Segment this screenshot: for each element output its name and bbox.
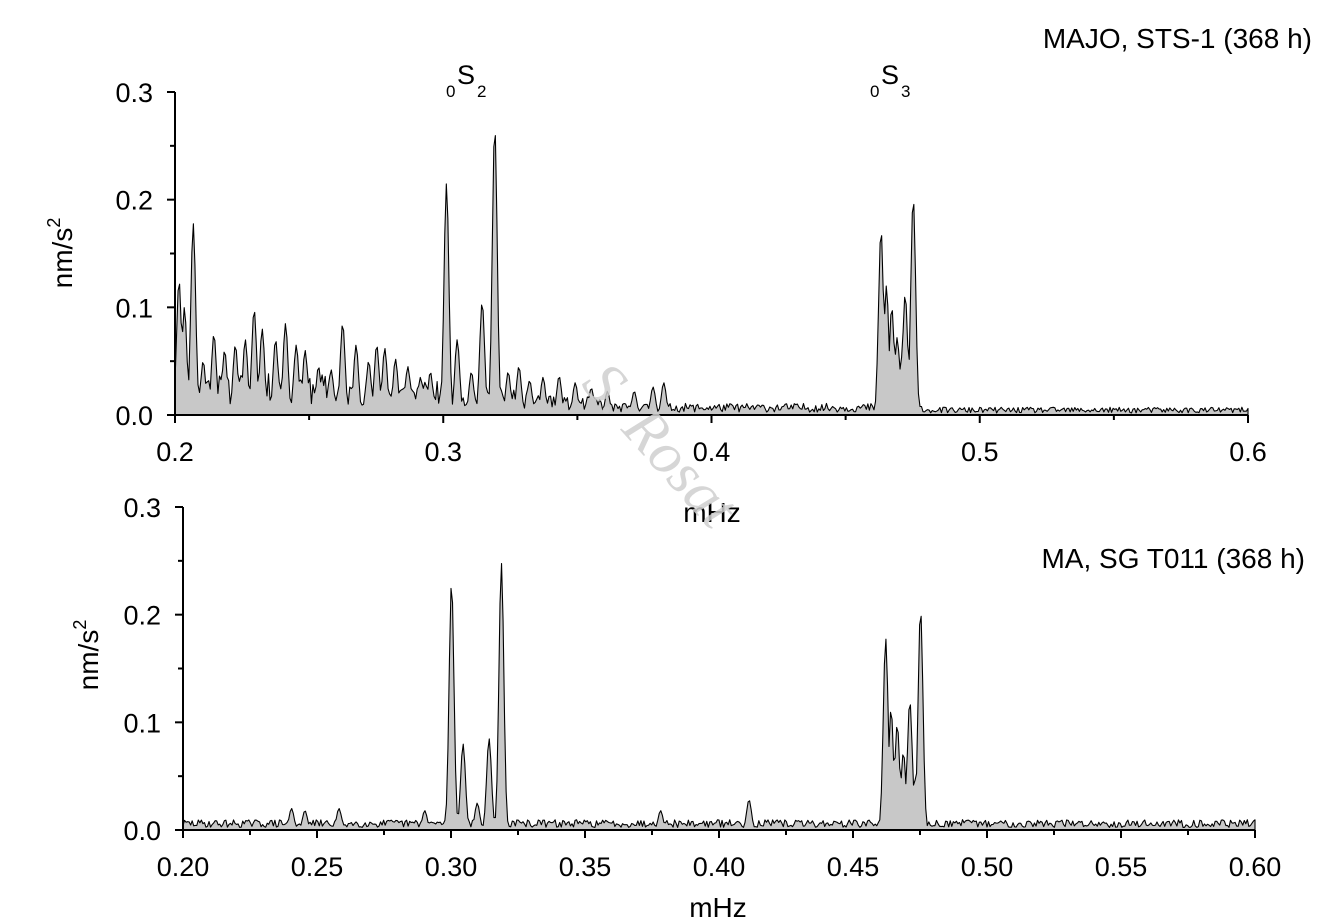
x-tick-label: 0.5 (961, 437, 999, 467)
y-tick-label: 0.0 (115, 401, 153, 431)
x-tick-label: 0.3 (424, 437, 462, 467)
y-axis-title-base: nm/s (73, 630, 104, 691)
y-tick-label: 0.2 (115, 186, 153, 216)
x-axis-title: mHz (689, 892, 747, 923)
x-tick-label: 0.4 (693, 437, 731, 467)
x-ticks: 0.2 0.3 0.4 0.5 0.6 (156, 415, 1267, 467)
y-tick-label: 0.0 (123, 816, 161, 846)
y-axis-title-exp: 2 (70, 620, 90, 630)
x-tick-label: 0.60 (1229, 852, 1282, 882)
y-tick-label: 0.1 (115, 293, 153, 323)
panel-majo-sts1: 0.2 0.3 0.4 0.5 0.6 0.0 0.1 0.2 0.3 MAJO, STS-1… (44, 23, 1312, 528)
spectrum-area-majo (174, 135, 1249, 416)
x-tick-label: 0.45 (827, 852, 880, 882)
x-tick-label: 0.55 (1095, 852, 1148, 882)
x-tick-label: 0.40 (693, 852, 746, 882)
x-tick-label: 0.20 (157, 852, 210, 882)
y-ticks: 0.0 0.1 0.2 0.3 (123, 493, 183, 846)
peak-label-subscript: 3 (901, 82, 910, 101)
panel-ma-sg-t011: 0.20 0.25 0.30 0.35 0.40 0.45 0.50 0.55 0.60 0.0… (70, 493, 1305, 923)
y-tick-label: 0.2 (123, 601, 161, 631)
x-tick-label: 0.50 (961, 852, 1014, 882)
y-tick-label: 0.3 (123, 493, 161, 523)
x-tick-label: 0.35 (559, 852, 612, 882)
peak-label-prefix: 0 (446, 82, 455, 101)
peak-label-0s3: 0 S 3 (870, 60, 910, 101)
peak-label-0s2: 0 S 2 (446, 60, 486, 101)
y-axis-title-exp: 2 (44, 218, 64, 228)
peak-label-prefix: 0 (870, 82, 879, 101)
x-tick-label: 0.25 (291, 852, 344, 882)
y-tick-label: 0.3 (115, 78, 153, 108)
y-axis-title: nm/s2 (70, 620, 104, 691)
peak-label-subscript: 2 (477, 82, 486, 101)
x-tick-label: 0.6 (1229, 437, 1267, 467)
spectrum-area-ma (182, 562, 1256, 831)
y-axis-title-base: nm/s (47, 228, 78, 289)
x-tick-label: 0.2 (156, 437, 194, 467)
panel-title: MAJO, STS-1 (368 h) (1043, 23, 1312, 54)
x-ticks: 0.20 0.25 0.30 0.35 0.40 0.45 0.50 0.55 0.60 (157, 830, 1282, 882)
panel-title: MA, SG T011 (368 h) (1041, 543, 1305, 574)
y-axis-title: nm/s2 (44, 218, 78, 289)
peak-label-main: S (881, 60, 899, 90)
y-tick-label: 0.1 (123, 708, 161, 738)
peak-label-main: S (457, 60, 475, 90)
x-tick-label: 0.30 (425, 852, 478, 882)
y-ticks: 0.0 0.1 0.2 0.3 (115, 78, 175, 431)
x-axis-title: mHz (683, 497, 741, 528)
